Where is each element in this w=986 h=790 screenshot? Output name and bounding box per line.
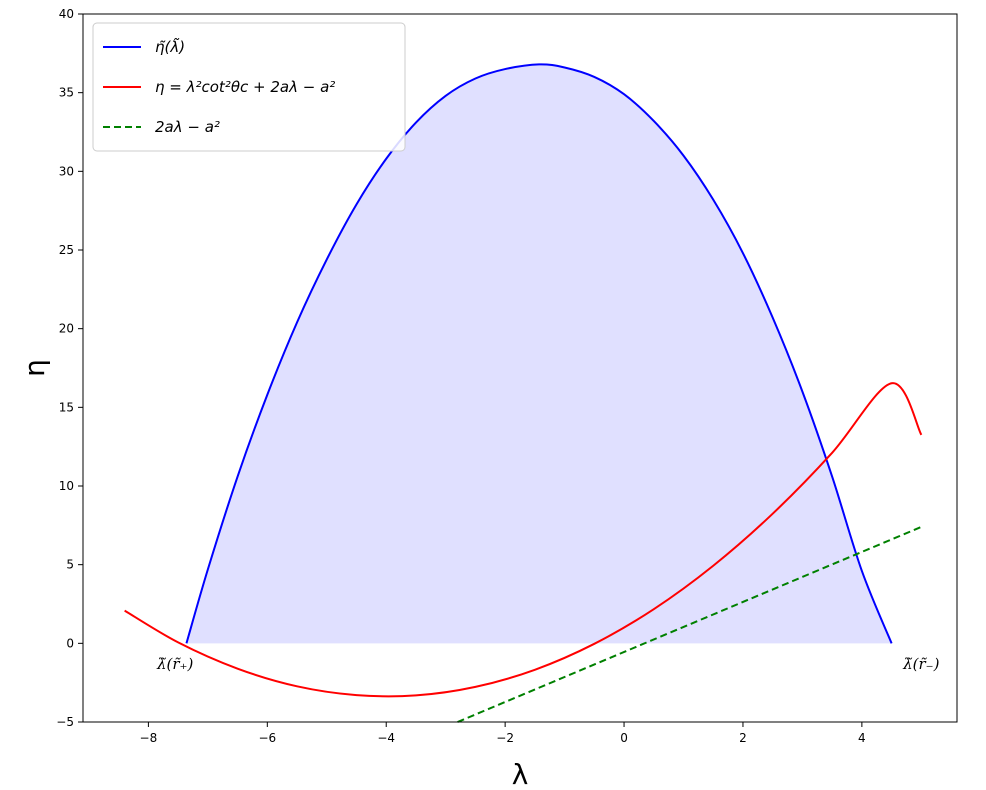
- legend-label-2: 2aλ − a²: [155, 118, 220, 136]
- legend-label-0: η̃(λ̃): [155, 37, 185, 56]
- y-tick-label: 0: [66, 636, 74, 650]
- series-0-line: [185, 63, 893, 644]
- y-tick-label: −5: [56, 715, 74, 729]
- y-tick-label: 10: [59, 479, 74, 493]
- y-tick-label: 25: [59, 243, 74, 257]
- legend: η̃(λ̃) η = λ²cot²θc + 2aλ − a² 2aλ − a²: [92, 22, 406, 152]
- y-tick-label: 5: [66, 558, 74, 572]
- y-tick-label: 30: [59, 164, 74, 178]
- x-tick-label: −8: [140, 731, 158, 745]
- y-tick-label: 35: [59, 86, 74, 100]
- annot-layer: λ̃(r̃₊) λ̃(r̃₋): [156, 655, 940, 673]
- y-tick-label: 20: [59, 322, 74, 336]
- y-tick-label: 15: [59, 400, 74, 414]
- y-tick-label: 40: [59, 7, 74, 21]
- series-1-line: [124, 382, 923, 698]
- annotation-1: λ̃(r̃₋): [902, 655, 939, 673]
- y-axis-label: η: [18, 359, 51, 377]
- x-tick-label: −4: [377, 731, 395, 745]
- series-0-fill: [186, 64, 892, 644]
- x-tick-label: 2: [739, 731, 747, 745]
- legend-box: [92, 22, 406, 152]
- axes-frame: [82, 13, 958, 723]
- ticks-layer: −8 −6 −4 −2 0 2 4 −5 0 5 10 15 20 25 30 35 40: [56, 7, 865, 745]
- x-tick-label: −6: [258, 731, 276, 745]
- annotation-0: λ̃(r̃₊): [156, 655, 193, 673]
- legend-label-1: η = λ²cot²θc + 2aλ − a²: [155, 78, 335, 96]
- x-tick-label: 0: [620, 731, 628, 745]
- series-layer: [124, 63, 923, 723]
- x-axis-label: λ: [512, 758, 529, 790]
- fill-layer: [186, 64, 892, 644]
- x-tick-label: −2: [496, 731, 514, 745]
- series-2-line: [457, 525, 922, 723]
- x-tick-label: 4: [858, 731, 866, 745]
